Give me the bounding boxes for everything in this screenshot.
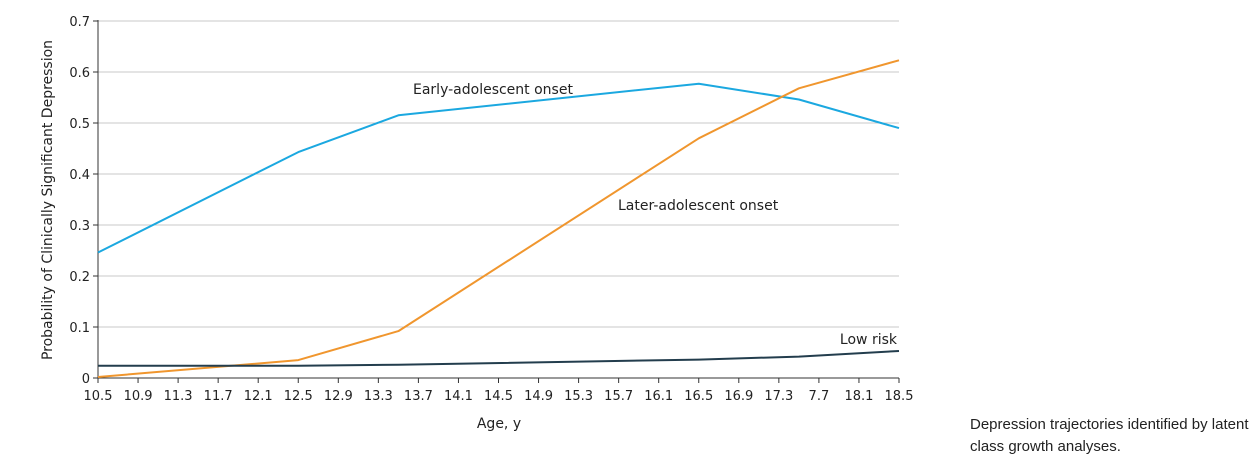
series-labels: Early-adolescent onset Later-adolescent o…: [413, 82, 898, 348]
x-tick-label: 16.5: [684, 389, 713, 404]
x-tick-label: 17.3: [764, 389, 793, 404]
x-tick-label: 18.1: [844, 389, 873, 404]
series-label-early-adolescent-onset: Early-adolescent onset: [413, 82, 573, 98]
x-axis-ticks: 10.5 10.9 11.3 11.7 12.1 12.5 12.9 13.3 13.7 14.1…: [84, 378, 914, 404]
y-axis-ticks: 0 0.1 0.2 0.3 0.4 0.5 0.6 0.7: [69, 15, 98, 387]
x-tick-label: 14.1: [444, 389, 473, 404]
series-line-early-adolescent-onset: [97, 82, 900, 254]
x-tick-label: 11.3: [164, 389, 193, 404]
axes: [97, 20, 899, 379]
y-tick-label: 0.4: [69, 168, 90, 183]
y-tick-label: 0.5: [69, 117, 90, 132]
series-lines: [97, 59, 900, 378]
x-tick-label: 18.5: [885, 389, 914, 404]
x-axis-label: Age, y: [477, 416, 521, 432]
x-tick-label: 10.9: [124, 389, 153, 404]
x-tick-label: 15.7: [604, 389, 633, 404]
x-tick-label: 13.3: [364, 389, 393, 404]
x-tick-label: 14.5: [484, 389, 513, 404]
x-tick-label: 14.9: [524, 389, 553, 404]
series-label-later-adolescent-onset: Later-adolescent onset: [618, 198, 779, 214]
y-tick-label: 0.2: [69, 270, 90, 285]
y-tick-label: 0.7: [69, 15, 90, 30]
y-tick-label: 0: [82, 372, 90, 387]
x-tick-label: 15.3: [564, 389, 593, 404]
series-label-low-risk: Low risk: [840, 332, 898, 348]
x-tick-label: 12.9: [324, 389, 353, 404]
series-line-low-risk: [98, 350, 900, 367]
y-axis-label: Probability of Clinically Significant De…: [40, 40, 56, 360]
x-tick-label: 13.7: [404, 389, 433, 404]
x-tick-label: 11.7: [204, 389, 233, 404]
x-tick-label: 7.7: [809, 389, 830, 404]
figure-caption: Depression trajectories identified by la…: [970, 416, 1249, 455]
x-tick-label: 12.5: [284, 389, 313, 404]
x-tick-label: 10.5: [84, 389, 113, 404]
y-tick-label: 0.3: [69, 219, 90, 234]
grid-lines: [98, 20, 899, 328]
x-tick-label: 16.1: [644, 389, 673, 404]
x-tick-label: 12.1: [244, 389, 273, 404]
series-line-later-adolescent-onset: [97, 59, 900, 378]
y-tick-label: 0.1: [69, 321, 90, 336]
y-tick-label: 0.6: [69, 66, 90, 81]
x-tick-label: 16.9: [724, 389, 753, 404]
